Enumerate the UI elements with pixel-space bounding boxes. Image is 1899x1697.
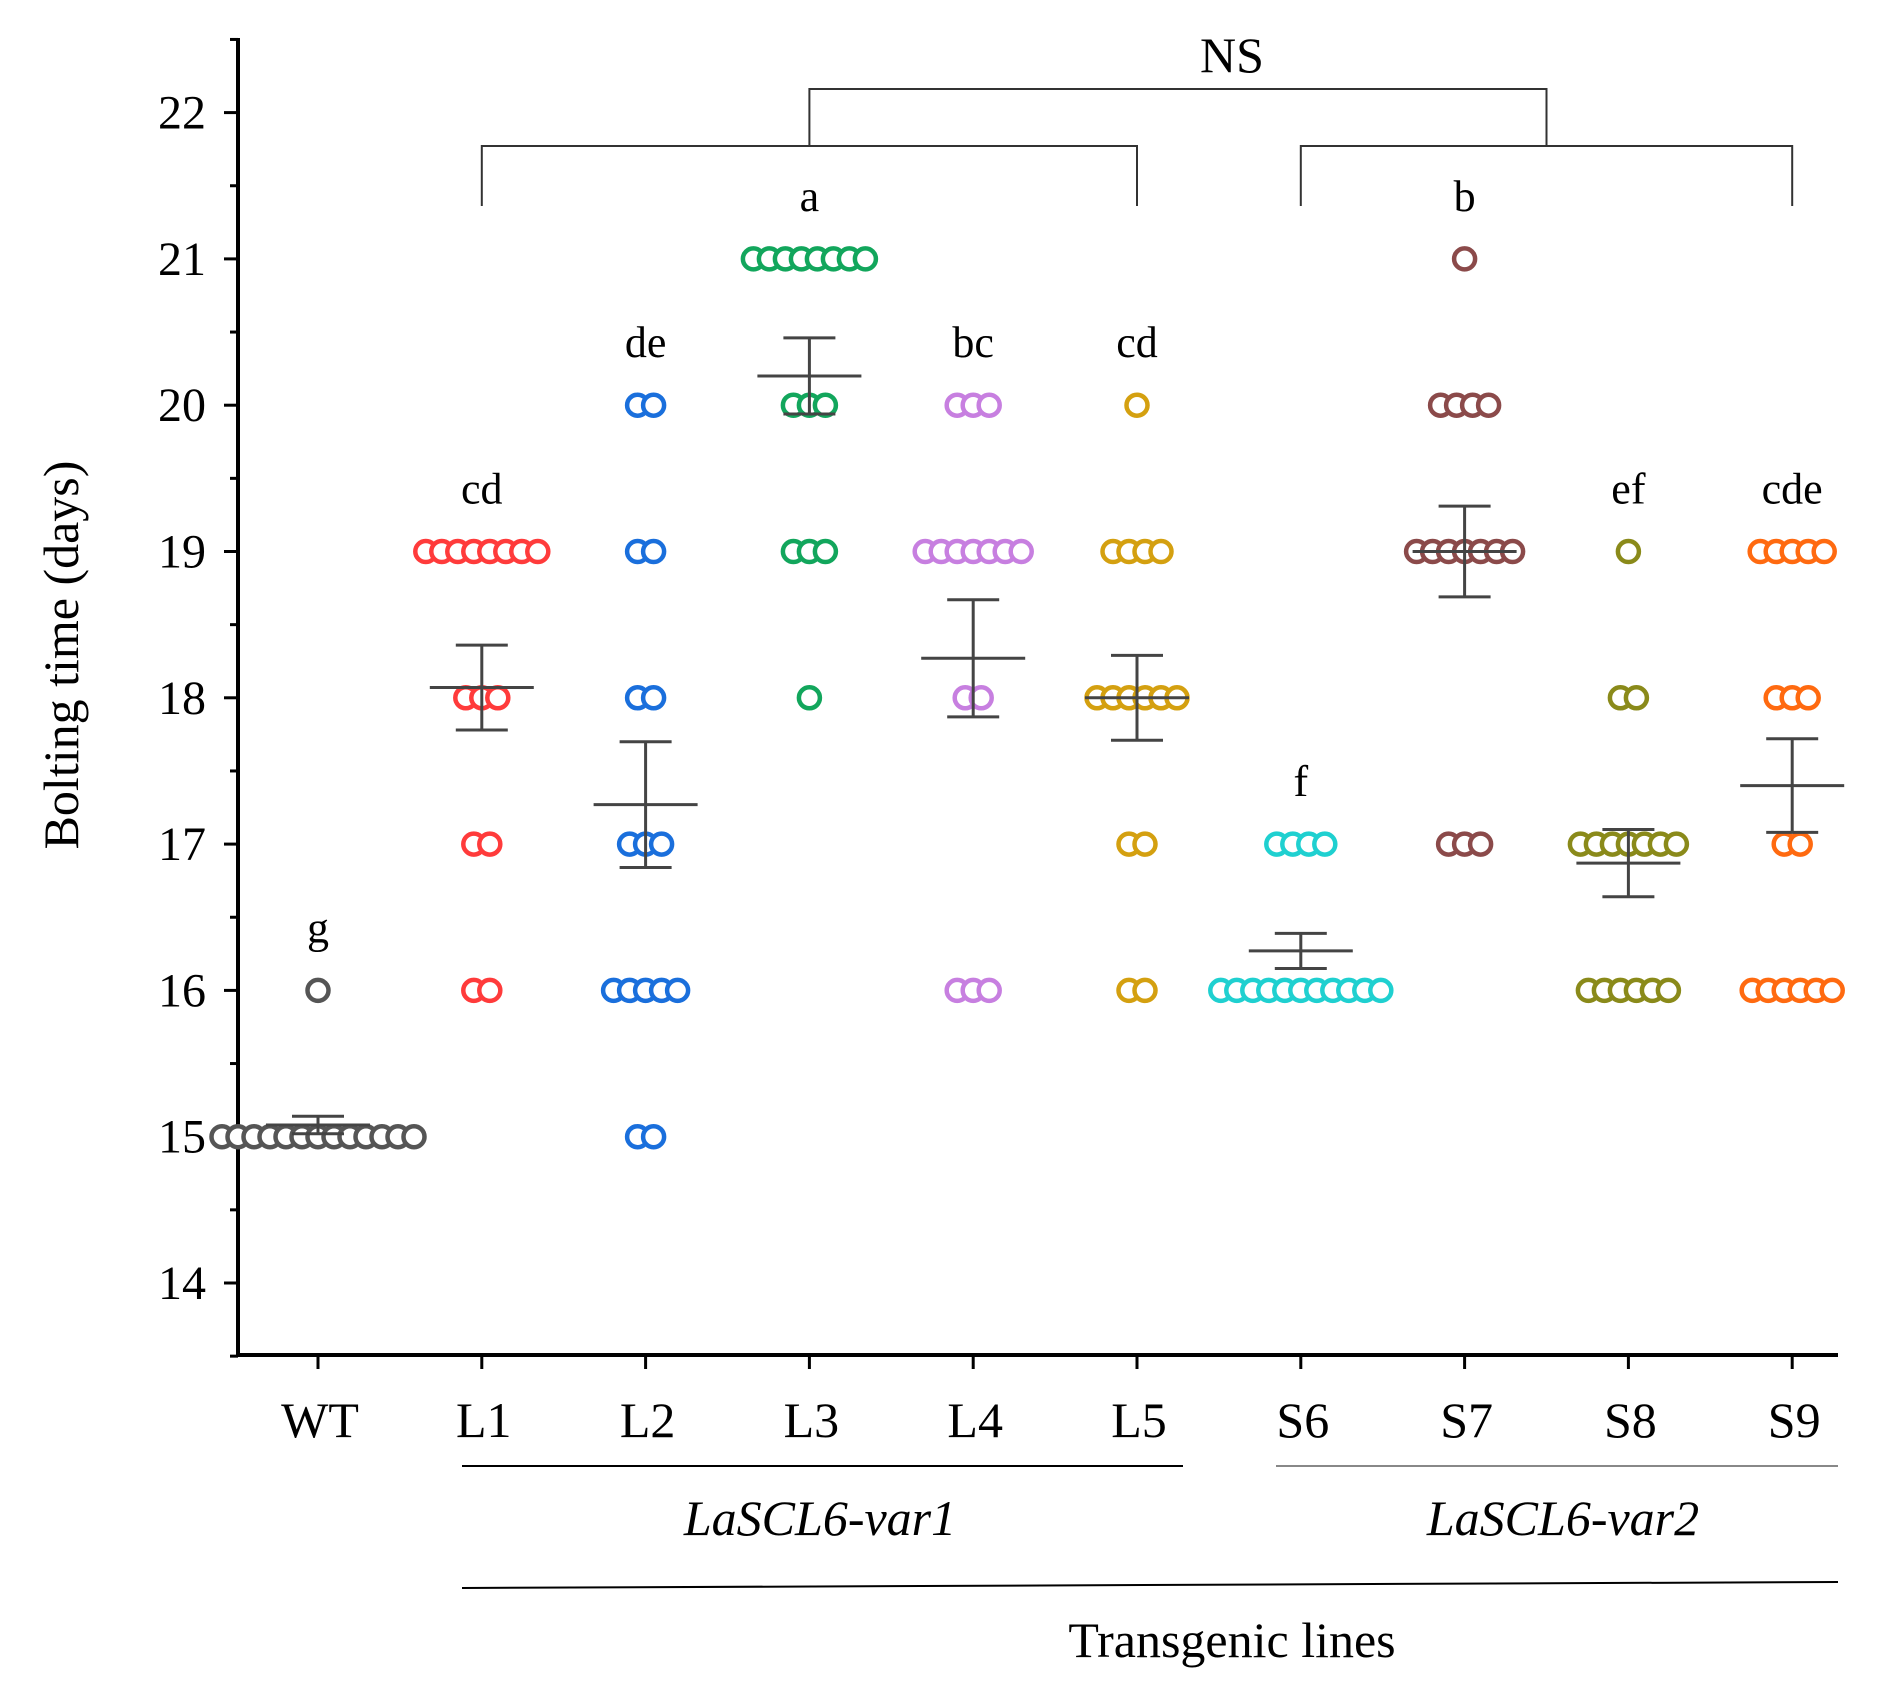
- data-point: [1124, 392, 1150, 418]
- significance-letter: a: [800, 172, 820, 221]
- data-point: [796, 685, 823, 711]
- y-tick-label: 17: [158, 818, 206, 871]
- data-point: [1475, 392, 1502, 418]
- data-point: [525, 538, 551, 565]
- data-point: [968, 685, 994, 711]
- significance-letter: f: [1293, 757, 1308, 806]
- group-label-var1: LaSCL6-var1: [683, 1490, 956, 1546]
- group-label-var2: LaSCL6-var2: [1426, 1490, 1699, 1546]
- x-tick-label: L3: [784, 1392, 840, 1448]
- data-point: [1312, 831, 1338, 857]
- data-point: [1132, 831, 1158, 857]
- bracket-var2: [1299, 145, 1794, 206]
- y-tick-label: 18: [158, 672, 206, 725]
- data-point: [401, 1123, 427, 1150]
- data-point: [1008, 538, 1034, 565]
- x-tick-label: L5: [1111, 1392, 1167, 1448]
- data-point: [477, 977, 503, 1004]
- comparison-brackets: [480, 88, 1794, 206]
- data-point: [640, 685, 667, 711]
- x-tick-label: L4: [947, 1392, 1003, 1448]
- x-tick-label: S7: [1440, 1392, 1493, 1448]
- significance-letter: bc: [952, 318, 994, 367]
- data-points: [209, 246, 1845, 1150]
- data-point: [852, 246, 879, 272]
- x-tick-label: S9: [1768, 1392, 1821, 1448]
- y-tick-label: 15: [158, 1111, 206, 1164]
- x-tick-label: S8: [1604, 1392, 1657, 1448]
- data-point: [1615, 538, 1642, 565]
- ns-label: NS: [1200, 27, 1264, 83]
- data-point: [485, 685, 511, 711]
- data-point: [640, 538, 667, 565]
- data-point: [477, 831, 503, 857]
- data-point: [1663, 831, 1690, 857]
- y-axis-label: Bolting time (days): [33, 461, 89, 850]
- data-point: [1819, 977, 1845, 1004]
- significance-letter: b: [1454, 172, 1476, 221]
- data-point: [976, 392, 1002, 418]
- significance-letter: cde: [1762, 465, 1823, 514]
- data-point: [1655, 977, 1682, 1004]
- data-point: [1132, 977, 1158, 1004]
- data-point: [976, 977, 1002, 1004]
- y-tick-label: 14: [158, 1257, 206, 1310]
- x-axis-ticks: WT L1 L2 L3 L4 L5 S6 S7 S8 S9: [281, 1355, 1821, 1448]
- transgenic-lines-label: Transgenic lines: [1068, 1612, 1395, 1668]
- data-point: [640, 392, 667, 418]
- x-tick-label: WT: [281, 1392, 359, 1448]
- data-point: [1148, 538, 1174, 565]
- data-point: [812, 392, 839, 418]
- y-tick-label: 20: [158, 379, 206, 432]
- data-point: [1467, 831, 1494, 857]
- data-point: [305, 977, 331, 1004]
- significance-letters: g cd de a bc cd f b ef cde: [307, 172, 1823, 953]
- x-tick-label: L1: [456, 1392, 512, 1448]
- error-bars: [266, 336, 1845, 1136]
- underline-transgenic: [461, 1581, 1839, 1589]
- data-point: [664, 977, 691, 1004]
- significance-letter: cd: [461, 465, 503, 514]
- x-tick-label: L2: [620, 1392, 676, 1448]
- bracket-ns: [808, 88, 1548, 146]
- data-point: [1623, 685, 1650, 711]
- significance-letter: ef: [1611, 465, 1646, 514]
- data-point: [640, 1123, 667, 1150]
- significance-letter: g: [307, 903, 329, 952]
- data-point: [1368, 977, 1394, 1004]
- significance-letter: de: [625, 318, 667, 367]
- x-tick-label: S6: [1276, 1392, 1329, 1448]
- y-tick-label: 22: [158, 87, 206, 140]
- data-point: [1451, 246, 1478, 272]
- data-point: [648, 831, 675, 857]
- data-point: [1787, 831, 1813, 857]
- data-point: [812, 538, 839, 565]
- y-tick-label: 21: [158, 233, 206, 286]
- y-tick-label: 16: [158, 964, 206, 1017]
- y-axis-ticks: 14 15 16 17 18 19 20 21 22: [158, 37, 238, 1358]
- data-point: [1795, 685, 1821, 711]
- significance-letter: cd: [1116, 318, 1158, 367]
- y-tick-label: 19: [158, 526, 206, 579]
- data-point: [1811, 538, 1837, 565]
- group-underlines: [461, 1465, 1839, 1589]
